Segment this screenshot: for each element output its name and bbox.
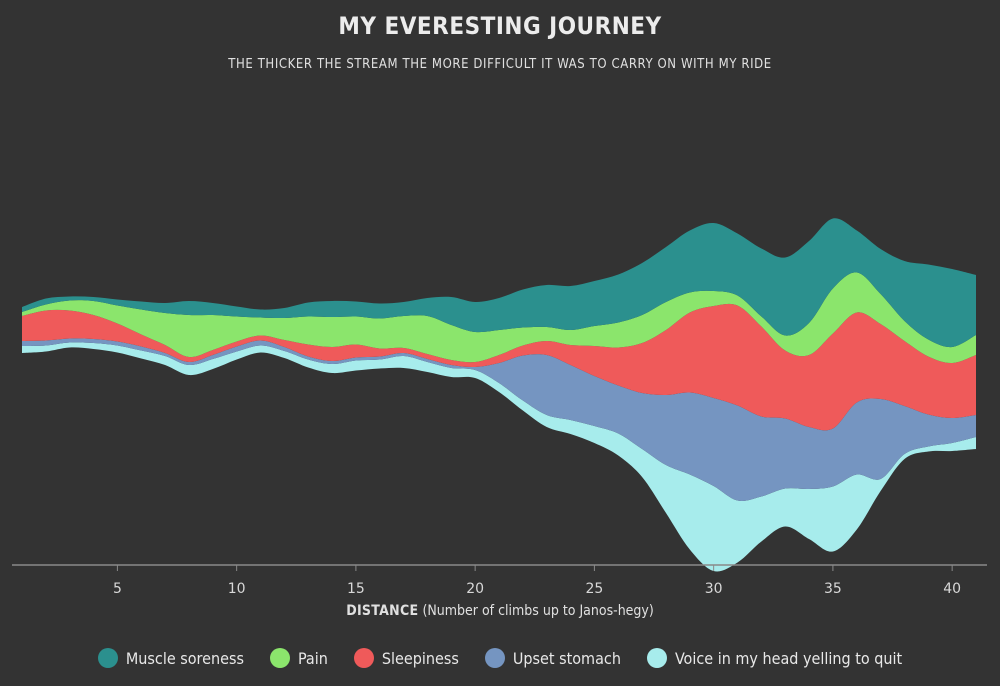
stream-muscle-soreness bbox=[22, 218, 976, 348]
legend-label: Voice in my head yelling to quit bbox=[674, 648, 903, 668]
chart-subtitle: THE THICKER THE STREAM THE MORE DIFFICUL… bbox=[228, 57, 772, 72]
x-tick-label: 15 bbox=[347, 581, 365, 597]
x-axis-label-bold: DISTANCE bbox=[346, 603, 419, 619]
x-tick-label: 40 bbox=[943, 581, 961, 597]
legend-item: Muscle soreness bbox=[97, 648, 244, 668]
stream-pain bbox=[22, 272, 976, 364]
legend-swatch bbox=[353, 648, 374, 668]
x-tick-label: 30 bbox=[705, 581, 723, 597]
x-tick-label: 10 bbox=[228, 581, 246, 597]
x-axis: 5 10 15 20 25 30 35 40 bbox=[12, 564, 987, 597]
x-tick-label: 20 bbox=[466, 581, 484, 597]
x-tick-label: 25 bbox=[585, 581, 603, 597]
legend-item: Pain bbox=[269, 648, 328, 668]
x-tick-label: 5 bbox=[113, 581, 122, 597]
legend-label: Pain bbox=[297, 648, 328, 668]
legend-label: Muscle soreness bbox=[125, 648, 244, 668]
stream-sleepiness bbox=[22, 303, 976, 431]
streams-group bbox=[22, 218, 976, 572]
legend-label: Upset stomach bbox=[512, 648, 621, 668]
legend-swatch bbox=[646, 648, 667, 668]
x-axis-label-rest: (Number of climbs up to Janos-hegy) bbox=[418, 603, 654, 619]
legend-label: Sleepiness bbox=[381, 648, 459, 668]
x-axis-label: DISTANCE (Number of climbs up to Janos-h… bbox=[0, 603, 1000, 619]
legend-swatch bbox=[484, 648, 505, 668]
stream-voice-in-my-head-yelling-to-quit bbox=[22, 342, 976, 572]
legend: Muscle soreness Pain Sleepiness Upset stoma… bbox=[0, 648, 1000, 668]
legend-swatch bbox=[269, 648, 290, 668]
legend-item: Sleepiness bbox=[353, 648, 459, 668]
legend-item: Upset stomach bbox=[484, 648, 621, 668]
x-tick-label: 35 bbox=[824, 581, 842, 597]
chart-title: MY EVERESTING JOURNEY bbox=[338, 12, 662, 40]
stream-upset-stomach bbox=[22, 338, 976, 501]
legend-swatch bbox=[97, 648, 118, 668]
legend-item: Voice in my head yelling to quit bbox=[646, 648, 903, 668]
